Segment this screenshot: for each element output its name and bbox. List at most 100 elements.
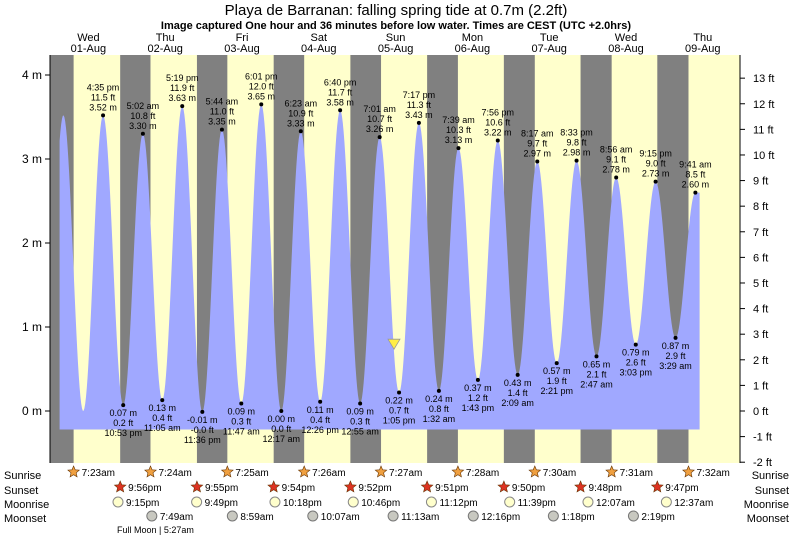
- low-tide-time: 11:36 pm: [184, 435, 221, 445]
- low-tide-ft: 0.3 ft: [231, 416, 252, 426]
- low-tide-m: 0.11 m: [307, 405, 334, 415]
- sunrise-time: 7:32am: [696, 468, 729, 479]
- moonset-time: 11:13am: [401, 512, 439, 523]
- high-tide-time: 4:35 pm: [87, 82, 120, 92]
- moonrise-time: 9:49pm: [205, 498, 238, 509]
- moonset-icon: [627, 510, 639, 522]
- day-date: 04-Aug: [301, 43, 336, 55]
- high-tide-m: 2.97 m: [524, 149, 552, 159]
- day-name: Fri: [236, 32, 249, 44]
- high-tide-ft: 8.5 ft: [685, 170, 706, 180]
- current-level-marker: [387, 338, 401, 350]
- high-tide-time: 5:02 am: [127, 101, 160, 111]
- day-date: 08-Aug: [608, 43, 643, 55]
- low-tide-m: 0.57 m: [543, 366, 571, 376]
- low-tide-point: [160, 398, 165, 403]
- low-tide-m: 0.37 m: [464, 383, 492, 393]
- right-tick-label: 3 ft: [753, 329, 768, 341]
- high-tide-m: 3.33 m: [287, 118, 315, 128]
- day-name: Thu: [693, 32, 712, 44]
- right-tick-label: 10 ft: [753, 150, 774, 162]
- high-tide-point: [377, 135, 382, 140]
- sun-star-icon: [420, 480, 434, 493]
- sun-star-icon: [67, 465, 81, 478]
- low-tide-time: 12:17 am: [263, 434, 301, 444]
- low-tide-point: [475, 377, 480, 382]
- right-tick-label: 1 ft: [753, 380, 768, 392]
- high-tide-time: 6:01 pm: [245, 71, 278, 81]
- moonrise-icon: [660, 496, 672, 508]
- low-tide-point: [436, 388, 441, 393]
- sunrise-time: 7:24am: [158, 468, 191, 479]
- sunset-time: 9:52pm: [358, 483, 391, 494]
- high-tide-time: 7:01 am: [363, 104, 396, 114]
- day-date: 09-Aug: [685, 43, 720, 55]
- moonrise-time: 11:39pm: [518, 498, 556, 509]
- right-tick-label: 0 ft: [753, 406, 768, 418]
- low-tide-m: 0.65 m: [583, 359, 611, 369]
- sun-star-icon: [113, 480, 127, 493]
- high-tide-time: 8:56 am: [600, 144, 633, 154]
- right-tick-label: 8 ft: [753, 201, 768, 213]
- high-tide-time: 6:40 pm: [324, 77, 357, 87]
- left-tick-label: 0 m: [22, 404, 42, 418]
- low-tide-point: [633, 342, 638, 347]
- low-tide-ft: 0.8 ft: [429, 404, 450, 414]
- low-tide-time: 2:21 pm: [540, 386, 573, 396]
- high-tide-time: 7:17 pm: [403, 90, 436, 100]
- high-tide-m: 3.35 m: [208, 117, 236, 127]
- day-date: 03-Aug: [224, 43, 259, 55]
- high-tide-point: [140, 131, 145, 136]
- high-tide-m: 3.13 m: [445, 135, 473, 145]
- sunrise-time: 7:23am: [82, 468, 115, 479]
- moonset-icon: [226, 510, 238, 522]
- high-tide-point: [416, 120, 421, 125]
- low-tide-point: [554, 361, 559, 366]
- low-tide-time: 10:53 pm: [104, 428, 142, 438]
- sunrise-time: 7:25am: [235, 468, 268, 479]
- high-tide-ft: 11.7 ft: [328, 87, 353, 97]
- moonrise-time: 10:18pm: [283, 498, 322, 509]
- high-tide-m: 3.65 m: [248, 91, 276, 101]
- high-tide-ft: 11.9 ft: [170, 83, 195, 93]
- high-tide-m: 3.52 m: [89, 102, 117, 112]
- sun-star-icon: [297, 465, 311, 478]
- day-name: Thu: [156, 32, 175, 44]
- moonrise-icon: [504, 496, 516, 508]
- low-tide-time: 3:03 pm: [619, 368, 652, 378]
- high-tide-time: 5:19 pm: [166, 73, 199, 83]
- right-tick-label: 9 ft: [753, 176, 768, 188]
- right-tick-label: -1 ft: [753, 432, 772, 444]
- high-tide-ft: 9.0 ft: [646, 159, 667, 169]
- sun-star-icon: [497, 480, 511, 493]
- low-tide-time: 11:05 am: [144, 423, 181, 433]
- low-tide-ft: 2.1 ft: [586, 369, 607, 379]
- high-tide-ft: 10.6 ft: [485, 118, 511, 128]
- day-name: Wed: [615, 32, 637, 44]
- sunset-label-left: Sunset: [4, 485, 38, 497]
- tide-area-path: [59, 104, 700, 430]
- low-tide-m: 0.22 m: [385, 396, 413, 406]
- chart-subtitle: Image captured One hour and 36 minutes b…: [161, 20, 632, 32]
- low-tide-point: [397, 390, 402, 395]
- high-tide-ft: 11.0 ft: [210, 107, 235, 117]
- high-tide-time: 9:15 pm: [639, 149, 672, 159]
- moonrise-icon: [112, 496, 124, 508]
- high-tide-point: [259, 102, 264, 107]
- moonrise-time: 10:46pm: [361, 498, 400, 509]
- moonset-time: 10:07am: [321, 512, 360, 523]
- moonset-time: 8:59am: [240, 512, 273, 523]
- high-tide-ft: 9.1 ft: [606, 154, 627, 164]
- moonrise-label-right: Moonrise: [744, 499, 789, 511]
- high-tide-point: [693, 190, 698, 195]
- low-tide-time: 1:43 pm: [462, 403, 495, 413]
- right-tick-label: -2 ft: [753, 457, 772, 469]
- low-tide-ft: 0.2 ft: [113, 418, 134, 428]
- moonrise-icon: [425, 496, 437, 508]
- high-tide-m: 3.26 m: [366, 124, 394, 134]
- high-tide-time: 9:41 am: [679, 160, 712, 170]
- sun-star-icon: [267, 480, 281, 493]
- day-name: Sat: [311, 32, 328, 44]
- low-tide-ft: 0.7 ft: [389, 406, 410, 416]
